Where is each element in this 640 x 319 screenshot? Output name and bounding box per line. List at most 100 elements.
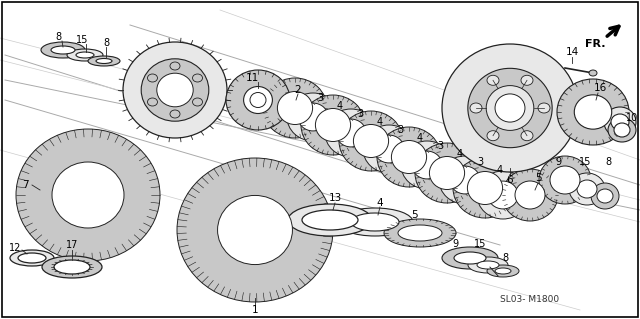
Ellipse shape	[147, 98, 157, 106]
Ellipse shape	[298, 103, 328, 131]
Text: 14: 14	[565, 47, 579, 57]
Ellipse shape	[287, 93, 339, 141]
Ellipse shape	[244, 86, 273, 114]
Ellipse shape	[442, 44, 578, 172]
Text: 15: 15	[474, 239, 486, 249]
Ellipse shape	[54, 260, 90, 274]
Text: 3: 3	[357, 109, 363, 119]
Ellipse shape	[226, 70, 290, 130]
Text: 4: 4	[337, 101, 343, 111]
Text: 2: 2	[294, 85, 301, 95]
Text: 9: 9	[555, 157, 561, 167]
Ellipse shape	[488, 181, 518, 209]
Ellipse shape	[355, 125, 388, 157]
Ellipse shape	[18, 253, 46, 263]
Ellipse shape	[439, 156, 491, 204]
Text: 5: 5	[534, 173, 541, 183]
Text: 4: 4	[377, 117, 383, 127]
Ellipse shape	[453, 158, 517, 218]
Ellipse shape	[430, 157, 463, 189]
Ellipse shape	[316, 108, 351, 142]
Text: 12: 12	[9, 243, 21, 253]
Ellipse shape	[611, 114, 629, 130]
Text: 3: 3	[437, 141, 443, 151]
Text: 11: 11	[245, 73, 259, 83]
Ellipse shape	[353, 124, 388, 158]
Ellipse shape	[51, 46, 75, 54]
Text: 15: 15	[579, 157, 591, 167]
Text: 1: 1	[252, 305, 259, 315]
Ellipse shape	[574, 95, 612, 129]
Ellipse shape	[16, 129, 160, 261]
Ellipse shape	[539, 156, 591, 204]
Ellipse shape	[604, 107, 636, 137]
Text: SL03- M1800: SL03- M1800	[500, 295, 559, 305]
Ellipse shape	[337, 208, 413, 236]
Ellipse shape	[123, 42, 227, 138]
Text: 6: 6	[507, 175, 513, 185]
Ellipse shape	[244, 87, 271, 113]
Ellipse shape	[614, 123, 630, 137]
Ellipse shape	[557, 79, 629, 145]
Ellipse shape	[193, 98, 202, 106]
Ellipse shape	[339, 111, 403, 171]
Ellipse shape	[487, 265, 519, 277]
Ellipse shape	[521, 131, 533, 141]
Text: 4: 4	[457, 149, 463, 159]
Ellipse shape	[468, 172, 502, 204]
Text: 13: 13	[328, 193, 342, 203]
Ellipse shape	[412, 151, 442, 179]
Ellipse shape	[76, 52, 94, 58]
Ellipse shape	[52, 162, 124, 228]
Ellipse shape	[515, 181, 545, 209]
Text: 8: 8	[55, 32, 61, 42]
Ellipse shape	[454, 252, 486, 264]
Ellipse shape	[250, 93, 266, 108]
Ellipse shape	[495, 268, 511, 274]
Ellipse shape	[170, 110, 180, 118]
Ellipse shape	[177, 158, 333, 302]
Text: 5: 5	[412, 210, 419, 220]
Ellipse shape	[477, 261, 499, 269]
Ellipse shape	[415, 143, 479, 203]
Ellipse shape	[487, 75, 499, 85]
Ellipse shape	[450, 166, 480, 194]
Ellipse shape	[597, 189, 613, 203]
Ellipse shape	[141, 59, 209, 121]
Ellipse shape	[67, 49, 103, 61]
Ellipse shape	[577, 180, 597, 198]
Ellipse shape	[550, 166, 580, 194]
Ellipse shape	[157, 73, 193, 107]
Ellipse shape	[374, 135, 404, 163]
Text: 4: 4	[497, 165, 503, 175]
Ellipse shape	[42, 256, 102, 278]
Text: 3: 3	[477, 157, 483, 167]
Ellipse shape	[302, 210, 358, 230]
Ellipse shape	[41, 42, 85, 58]
Ellipse shape	[88, 56, 120, 66]
Ellipse shape	[263, 78, 327, 138]
Ellipse shape	[301, 95, 365, 155]
Ellipse shape	[429, 157, 465, 189]
Ellipse shape	[468, 68, 552, 148]
Ellipse shape	[218, 196, 292, 264]
Text: 3: 3	[317, 93, 323, 103]
Ellipse shape	[351, 213, 399, 231]
Ellipse shape	[377, 127, 441, 187]
Text: FR.: FR.	[585, 39, 605, 49]
Text: 8: 8	[103, 38, 109, 48]
Text: 7: 7	[22, 180, 28, 190]
Ellipse shape	[363, 125, 415, 173]
Ellipse shape	[467, 172, 502, 204]
Ellipse shape	[10, 250, 54, 266]
Ellipse shape	[277, 92, 312, 124]
Ellipse shape	[336, 119, 366, 147]
Ellipse shape	[608, 118, 636, 142]
Ellipse shape	[384, 219, 456, 247]
Ellipse shape	[392, 140, 427, 174]
Ellipse shape	[470, 103, 482, 113]
Ellipse shape	[288, 204, 372, 236]
Text: 8: 8	[605, 157, 611, 167]
Ellipse shape	[147, 74, 157, 82]
Text: 15: 15	[76, 35, 88, 45]
